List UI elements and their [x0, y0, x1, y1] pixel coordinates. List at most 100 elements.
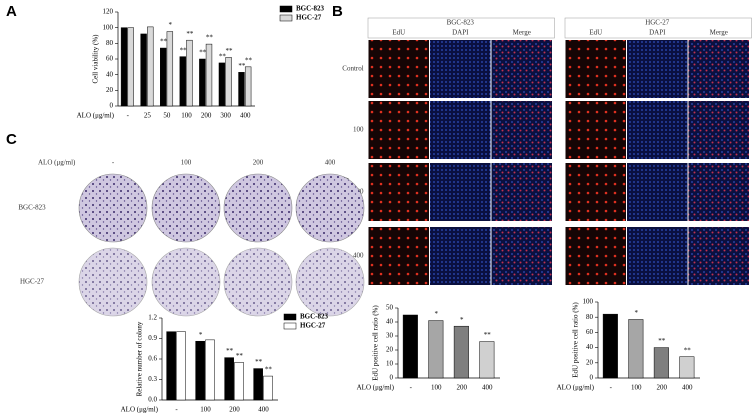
x-tick-label: - [175, 406, 178, 413]
bar [263, 375, 273, 401]
significance: * [435, 310, 439, 318]
bar [253, 368, 263, 401]
bar [205, 339, 215, 401]
y-tick-label: 100 [583, 298, 594, 306]
micrograph [430, 163, 491, 221]
y-tick-label: 0 [390, 374, 394, 382]
colony-plate [295, 173, 365, 243]
column-header: DAPI [649, 29, 666, 37]
micrograph [688, 163, 749, 221]
colony-plate [78, 173, 148, 243]
colony-plate [78, 247, 148, 317]
x-axis-label: ALO (μg/ml) [357, 384, 395, 392]
significance: * [169, 21, 173, 29]
column-header: Merge [710, 29, 728, 37]
micrograph [627, 101, 688, 159]
y-tick-label: 0.6 [148, 355, 157, 363]
x-axis-label: ALO (μg/ml) [557, 384, 595, 392]
y-tick-label: 120 [103, 8, 114, 16]
bar [238, 72, 245, 107]
group-header: HGC-27 [645, 19, 670, 27]
panel-label: B [332, 3, 343, 20]
micrograph [368, 227, 429, 285]
x-axis-label: ALO (μg/ml) [121, 406, 159, 413]
y-axis-label: EdU positive cell ratio (%) [372, 305, 380, 381]
micrograph [430, 227, 491, 285]
x-tick-label: 100 [181, 112, 192, 120]
y-axis-label: EdU positive cell ratio (%) [572, 302, 580, 378]
significance: ** [265, 366, 273, 374]
y-tick-label: 40 [106, 70, 114, 78]
y-axis-label: Relative number of colony [136, 321, 144, 396]
significance: ** [236, 352, 244, 360]
column-header: EdU [392, 29, 405, 37]
y-tick-label: 100 [103, 23, 114, 31]
bar [453, 325, 469, 379]
micrograph [688, 101, 749, 159]
bar [120, 27, 128, 107]
significance: ** [160, 38, 168, 46]
column-header: Merge [513, 29, 531, 37]
significance: ** [684, 346, 692, 354]
micrograph [565, 163, 626, 221]
bar [176, 331, 186, 401]
y-tick-label: 1.2 [148, 314, 157, 322]
x-tick-label: 200 [457, 384, 468, 392]
plate-header: ALO (μg/ml) [38, 159, 76, 167]
y-tick-label: 0.9 [148, 334, 157, 342]
column-header: EdU [589, 29, 602, 37]
y-tick-label: 50 [386, 304, 394, 312]
micrograph [368, 101, 429, 159]
x-tick-label: 25 [144, 112, 152, 120]
bar [653, 347, 669, 379]
bar [628, 319, 644, 379]
colony-plate [223, 173, 293, 243]
x-tick-label: 400 [258, 406, 269, 413]
micrograph [565, 40, 626, 98]
legend-swatch [283, 322, 297, 330]
bar [199, 58, 206, 107]
significance: ** [484, 331, 492, 339]
y-tick-label: 40 [386, 318, 394, 326]
bar [679, 356, 695, 379]
x-tick-label: 200 [229, 406, 240, 413]
column-header: DAPI [452, 29, 469, 37]
bar [224, 357, 234, 401]
legend-swatch [279, 5, 293, 13]
plate-row: BGC-823 [18, 204, 46, 212]
row-label: Control [342, 65, 363, 73]
y-tick-label: 0.3 [148, 375, 157, 383]
y-axis-label: Cell viability (%) [92, 34, 100, 84]
panel-label: A [6, 3, 17, 20]
y-tick-label: 40 [586, 343, 594, 351]
plate-column: 200 [253, 159, 264, 167]
y-tick-label: 60 [586, 328, 594, 336]
x-tick-label: 400 [240, 112, 251, 120]
significance: ** [238, 62, 246, 70]
x-tick-label: 300 [220, 112, 231, 120]
x-tick-label: 200 [201, 112, 212, 120]
bar [179, 56, 186, 107]
micrograph [491, 40, 552, 98]
significance: ** [199, 49, 207, 57]
bar [205, 43, 213, 107]
significance: * [199, 331, 203, 339]
group-header-box [367, 17, 555, 39]
micrograph [491, 227, 552, 285]
bar [234, 362, 244, 401]
y-tick-label: 30 [386, 332, 394, 340]
micrograph [688, 227, 749, 285]
micrograph [565, 101, 626, 159]
bar [166, 31, 174, 107]
x-tick-label: - [410, 384, 413, 392]
panel-label: C [6, 131, 17, 148]
micrograph [627, 40, 688, 98]
micrograph [430, 101, 491, 159]
micrograph [491, 163, 552, 221]
y-tick-label: 0 [590, 374, 594, 382]
micrograph [627, 163, 688, 221]
significance: ** [225, 47, 233, 55]
bar [166, 331, 176, 401]
colony-plate [151, 173, 221, 243]
